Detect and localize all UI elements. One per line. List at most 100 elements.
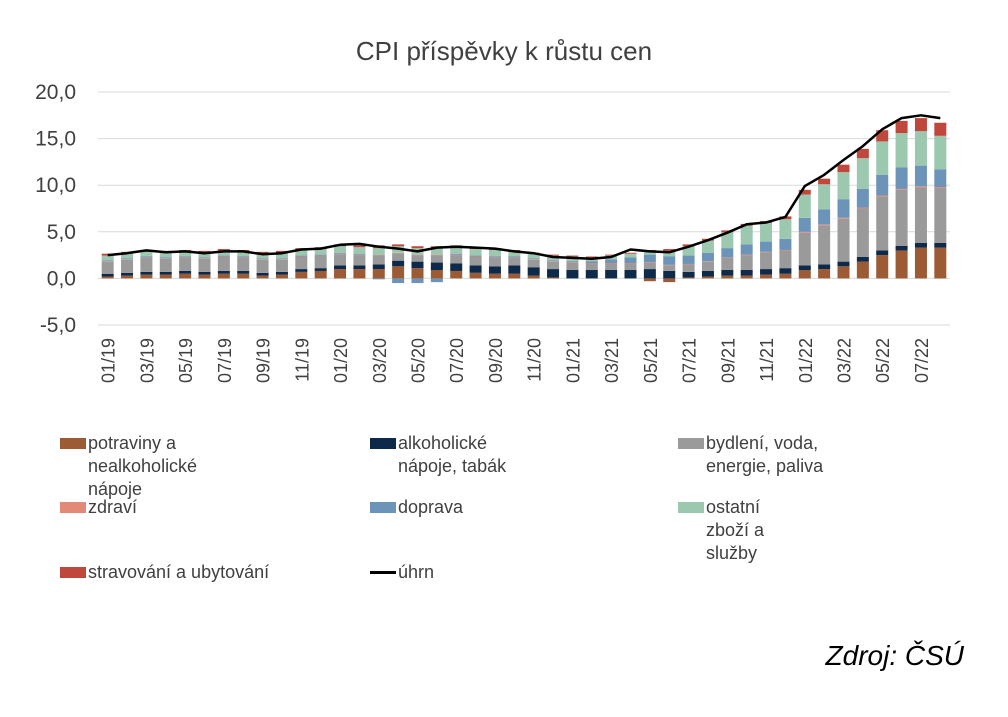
bar-segment bbox=[818, 184, 831, 210]
bar-segment bbox=[566, 262, 579, 271]
bar-segment bbox=[605, 263, 618, 271]
bar-segment bbox=[372, 269, 385, 279]
bar-segment bbox=[760, 269, 773, 275]
bar-segment bbox=[876, 255, 889, 279]
x-tick-label: 03/21 bbox=[602, 338, 622, 383]
bar-segment bbox=[469, 249, 482, 256]
bar-segment bbox=[392, 252, 405, 254]
bar-segment bbox=[392, 253, 405, 261]
bar-segment bbox=[605, 263, 618, 264]
bar-segment bbox=[275, 258, 288, 260]
bar-segment bbox=[334, 253, 347, 255]
bar-segment bbox=[140, 274, 153, 279]
bar-segment bbox=[740, 255, 753, 271]
bar-segment bbox=[527, 267, 540, 276]
bar-segment bbox=[914, 247, 927, 279]
legend-item-alkoholicke: alkoholické nápoje, tabák bbox=[370, 432, 570, 478]
bar-segment bbox=[721, 257, 734, 271]
bar-segment bbox=[605, 259, 618, 264]
bar-segment bbox=[372, 278, 385, 280]
bar-segment bbox=[430, 278, 443, 283]
legend-label: alkoholické nápoje, tabák bbox=[398, 433, 507, 476]
legend-label: ostatní zboží a služby bbox=[706, 497, 765, 563]
bar-segment bbox=[179, 257, 192, 258]
bar-segment bbox=[237, 251, 250, 257]
bar-segment bbox=[256, 251, 269, 254]
bar-segment bbox=[605, 254, 618, 256]
bar-segment bbox=[701, 261, 714, 271]
bar-series bbox=[101, 118, 947, 284]
bar-segment bbox=[779, 268, 792, 274]
x-tick-label: 05/21 bbox=[641, 338, 661, 383]
bar-segment bbox=[121, 253, 134, 259]
bar-segment bbox=[450, 255, 463, 264]
legend-label: úhrn bbox=[398, 562, 435, 582]
legend-item-zdravi: zdraví bbox=[60, 496, 260, 519]
bar-segment bbox=[779, 273, 792, 279]
bar-segment bbox=[179, 273, 192, 279]
bar-segment bbox=[217, 256, 230, 257]
bar-segment bbox=[237, 256, 250, 258]
y-tick-label: 10,0 bbox=[35, 174, 76, 197]
bar-segment bbox=[721, 232, 734, 249]
bar-segment bbox=[275, 271, 288, 275]
bar-segment bbox=[372, 255, 385, 265]
bar-segment bbox=[914, 242, 927, 248]
bar-segment bbox=[488, 266, 501, 274]
bar-segment bbox=[275, 259, 288, 272]
bar-segment bbox=[198, 257, 211, 259]
bar-segment bbox=[275, 252, 288, 259]
bar-segment bbox=[198, 250, 211, 253]
bar-segment bbox=[159, 257, 172, 259]
x-tick-label: 03/19 bbox=[137, 338, 157, 383]
bar-segment bbox=[392, 266, 405, 279]
bar-segment bbox=[585, 263, 598, 271]
bar-segment bbox=[934, 135, 947, 170]
bar-segment bbox=[488, 256, 501, 258]
bar-segment bbox=[566, 270, 579, 279]
source-note: Zdroj: ČSÚ bbox=[825, 640, 964, 671]
y-tick-label: 5,0 bbox=[47, 221, 76, 244]
x-tick-label: 01/19 bbox=[99, 338, 119, 383]
bar-segment bbox=[372, 254, 385, 256]
bar-segment bbox=[217, 270, 230, 274]
bar-segment bbox=[121, 272, 134, 276]
bar-segment bbox=[585, 270, 598, 279]
bar-segment bbox=[372, 248, 385, 255]
bar-segment bbox=[721, 257, 734, 258]
bar-segment bbox=[527, 259, 540, 260]
bar-segment bbox=[895, 167, 908, 189]
bar-segment bbox=[237, 273, 250, 279]
bar-segment bbox=[488, 257, 501, 258]
bar-segment bbox=[198, 258, 211, 259]
x-tick-label: 05/22 bbox=[873, 338, 893, 383]
x-tick-label: 11/20 bbox=[525, 338, 545, 382]
bar-segment bbox=[876, 250, 889, 256]
bar-segment bbox=[179, 270, 192, 274]
legend: potraviny a nealkoholické nápoje alkohol… bbox=[60, 432, 960, 592]
bar-segment bbox=[701, 261, 714, 262]
bar-segment bbox=[914, 165, 927, 187]
bar-segment bbox=[275, 274, 288, 279]
bar-segment bbox=[779, 219, 792, 239]
bar-segment bbox=[721, 270, 734, 276]
bar-segment bbox=[721, 275, 734, 279]
bar-segment bbox=[527, 275, 540, 279]
bar-segment bbox=[430, 262, 443, 271]
bar-segment bbox=[624, 252, 637, 254]
bar-segment bbox=[643, 254, 656, 263]
legend-item-potraviny: potraviny a nealkoholické nápoje bbox=[60, 432, 260, 501]
bar-segment bbox=[740, 254, 753, 256]
bar-segment bbox=[508, 257, 521, 266]
bar-segment bbox=[856, 261, 869, 279]
legend-swatch bbox=[370, 438, 396, 449]
bar-segment bbox=[295, 256, 308, 257]
bar-segment bbox=[818, 264, 831, 270]
bar-segment bbox=[198, 271, 211, 275]
bar-segment bbox=[392, 260, 405, 267]
bar-segment bbox=[179, 256, 192, 258]
bar-segment bbox=[818, 178, 831, 185]
bar-segment bbox=[256, 272, 269, 276]
bar-segment bbox=[624, 263, 637, 264]
bar-segment bbox=[353, 247, 366, 254]
